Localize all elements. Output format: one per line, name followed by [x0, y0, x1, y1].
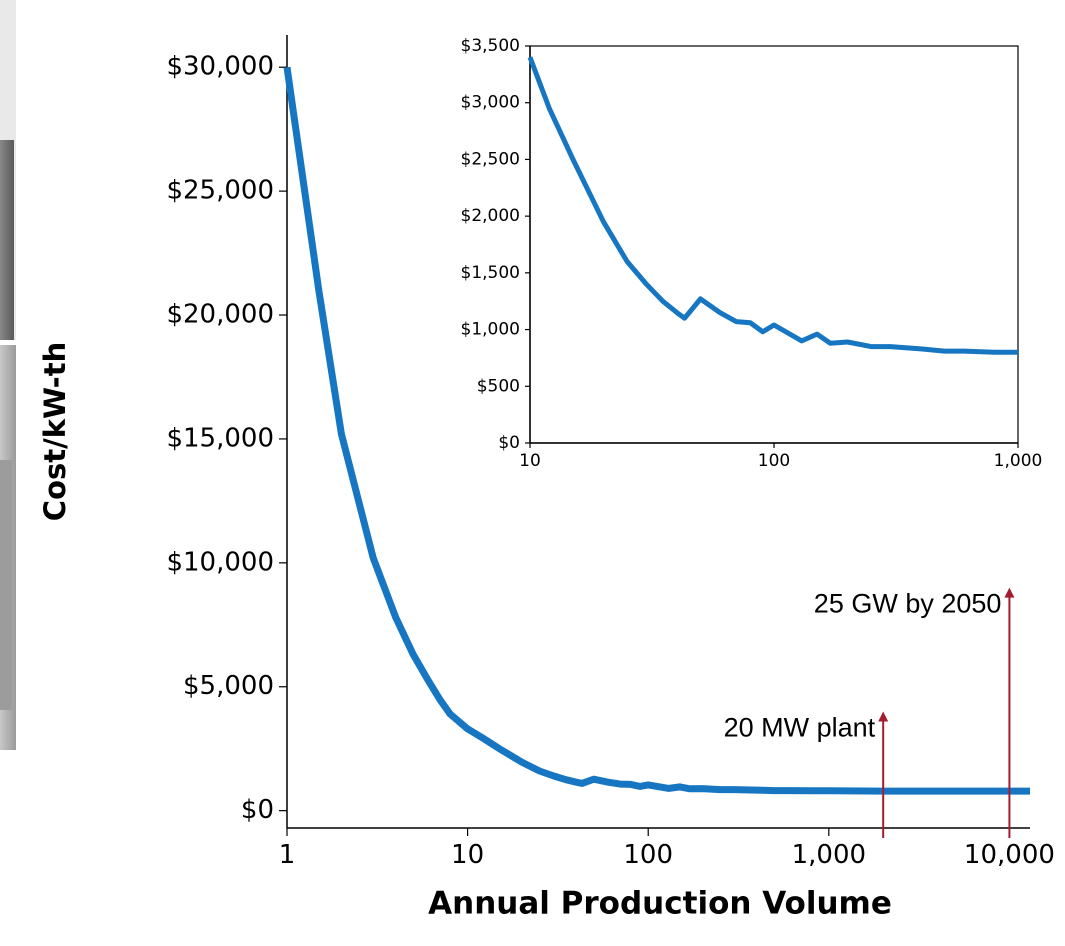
y-tick-label: $2,000 — [461, 206, 520, 226]
y-tick-label: $500 — [477, 376, 520, 396]
y-tick-label: $2,500 — [461, 149, 520, 169]
x-tick-label: 10,000 — [964, 840, 1055, 870]
cropped-photo — [0, 0, 16, 750]
plot-area — [530, 46, 1018, 443]
y-tick-label: $15,000 — [166, 423, 274, 453]
arrow-head — [878, 712, 888, 722]
y-axis-label: Cost/kW-th — [38, 342, 72, 521]
x-tick-label: 1,000 — [994, 451, 1043, 471]
x-tick-label: 10 — [451, 840, 484, 870]
y-tick-label: $5,000 — [183, 671, 274, 701]
arrow-head — [1004, 588, 1014, 598]
y-tick-label: $25,000 — [166, 176, 274, 206]
y-tick-label: $1,000 — [461, 320, 520, 340]
x-tick-label: 10 — [519, 451, 541, 471]
y-tick-label: $1,500 — [461, 263, 520, 283]
y-tick-label: $10,000 — [166, 547, 274, 577]
annotation-label: 20 MW plant — [724, 713, 876, 743]
y-tick-label: $3,000 — [461, 93, 520, 113]
y-tick-label: $3,500 — [461, 36, 520, 56]
y-tick-label: $30,000 — [166, 52, 274, 82]
x-tick-label: 1,000 — [792, 840, 866, 870]
y-tick-label: $20,000 — [166, 300, 274, 330]
x-tick-label: 1 — [279, 840, 296, 870]
x-tick-label: 100 — [623, 840, 673, 870]
x-tick-label: 100 — [758, 451, 790, 471]
x-axis-label: Annual Production Volume — [428, 886, 892, 922]
annotation-label: 25 GW by 2050 — [814, 589, 1002, 619]
y-tick-label: $0 — [241, 795, 274, 825]
y-tick-label: $0 — [498, 433, 520, 453]
page: $0 $5,000 $10,000 $15,000 $20,000 $25,000 $30,… — [0, 0, 1065, 946]
